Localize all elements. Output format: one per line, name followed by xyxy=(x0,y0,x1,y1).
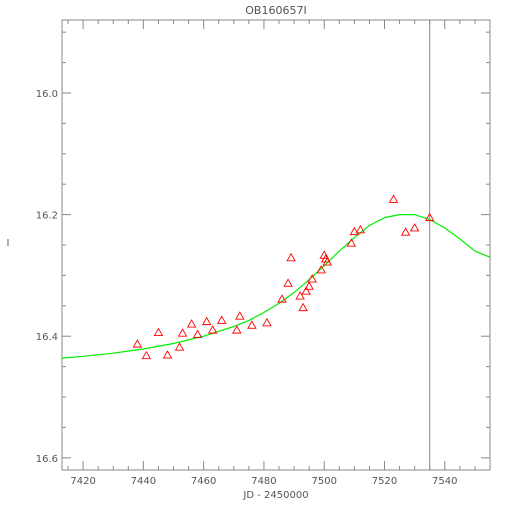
data-point-triangle xyxy=(286,252,296,262)
data-point-triangle xyxy=(304,281,314,290)
x-tick-label: 7460 xyxy=(191,476,216,487)
data-point-triangle xyxy=(322,257,333,266)
data-point-triangle xyxy=(307,274,317,283)
data-point-triangle xyxy=(316,265,326,274)
x-tick-label: 7540 xyxy=(432,476,457,487)
data-point-triangle xyxy=(400,227,411,236)
data-point-triangle xyxy=(262,317,272,327)
axis-tick-labels: 7420 7440 7460 7480 7500 7520 7540 16.0 16.2 16.4… xyxy=(36,89,458,487)
data-point-triangle xyxy=(277,294,287,303)
data-point-triangle xyxy=(349,226,360,236)
chart-title: OB160657I xyxy=(245,4,306,17)
x-tick-label: 7520 xyxy=(372,476,397,487)
data-point-triangle xyxy=(177,328,188,337)
x-tick-label: 7440 xyxy=(131,476,156,487)
y-tick-label: 16.0 xyxy=(36,89,58,100)
data-point-triangle xyxy=(216,315,227,324)
data-point-triangle xyxy=(388,194,399,203)
data-point-triangle xyxy=(283,278,293,287)
data-point-triangle xyxy=(295,291,305,300)
x-axis-label: JD - 2450000 xyxy=(242,490,308,501)
data-point-triangle xyxy=(192,329,203,338)
axis-ticks xyxy=(62,20,491,470)
data-point-triangle xyxy=(141,350,152,360)
data-point-triangle xyxy=(247,320,257,329)
y-axis-label: I xyxy=(7,238,10,249)
data-point-triangle xyxy=(207,325,218,334)
plot-frame xyxy=(61,19,491,471)
y-tick-label: 16.4 xyxy=(36,332,58,343)
data-point-triangle xyxy=(232,325,242,334)
data-point-triangle xyxy=(132,339,143,348)
model-curve xyxy=(61,214,491,359)
x-tick-label: 7480 xyxy=(251,476,276,487)
data-point-triangle xyxy=(346,238,357,247)
data-points xyxy=(132,194,435,360)
data-point-triangle xyxy=(186,319,197,328)
y-tick-label: 16.2 xyxy=(36,211,58,222)
data-point-triangle xyxy=(235,311,245,320)
data-point-triangle xyxy=(355,224,366,234)
data-point-triangle xyxy=(153,327,164,337)
data-point-triangle xyxy=(201,316,212,326)
x-tick-label: 7500 xyxy=(311,476,336,487)
data-point-triangle xyxy=(301,286,311,295)
data-point-triangle xyxy=(409,223,420,232)
data-point-triangle xyxy=(298,302,308,312)
data-point-triangle xyxy=(424,212,435,222)
x-tick-label: 7420 xyxy=(70,476,95,487)
data-point-triangle xyxy=(162,350,173,359)
data-point-triangle xyxy=(174,342,185,351)
y-tick-label: 16.6 xyxy=(36,454,58,465)
